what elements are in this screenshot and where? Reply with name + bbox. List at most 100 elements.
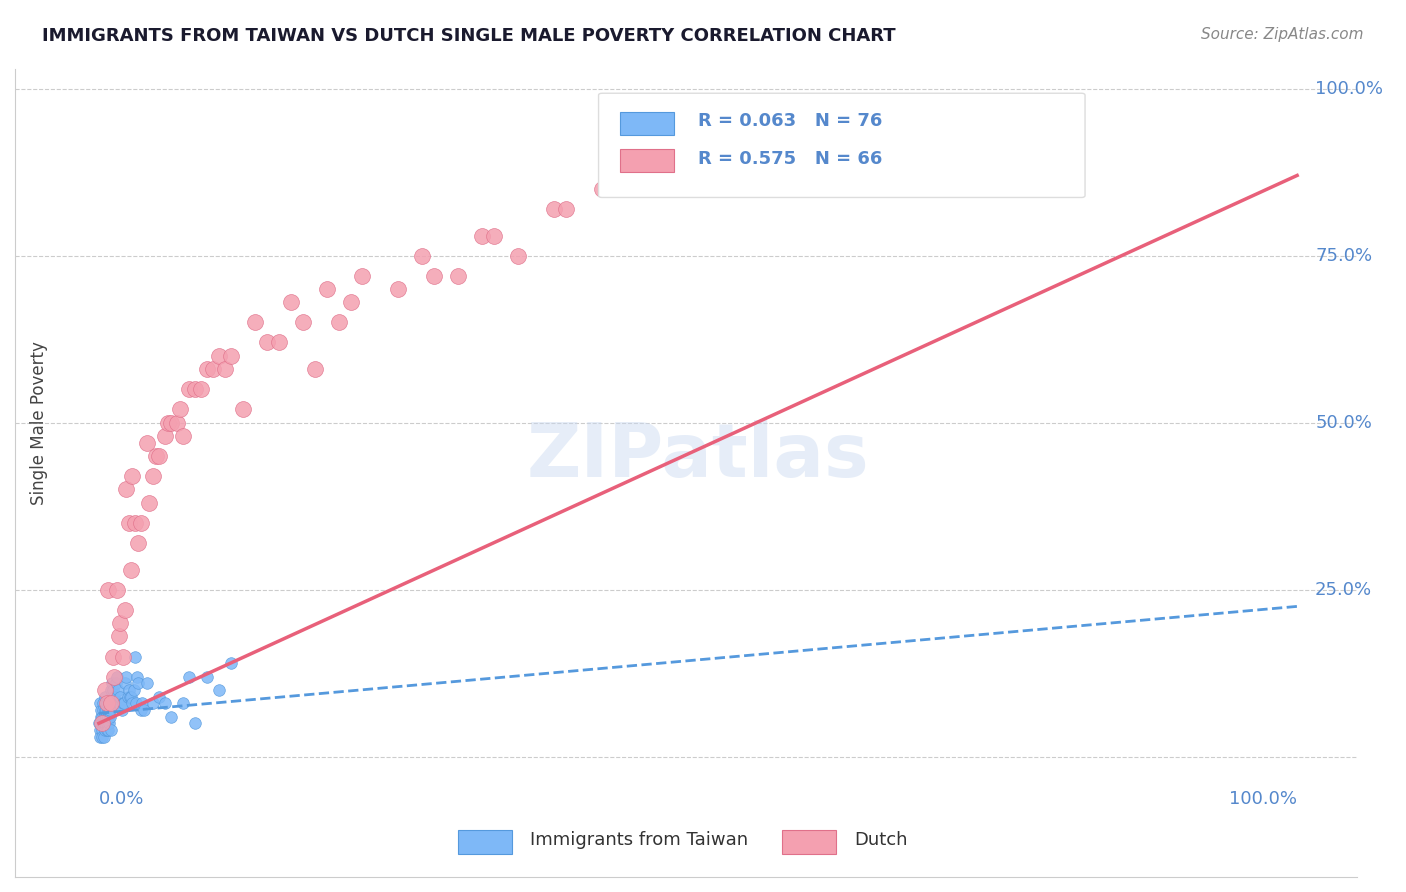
Point	[166, 416, 188, 430]
Point	[124, 516, 146, 530]
Point	[115, 483, 138, 497]
Point	[118, 516, 141, 530]
Point	[98, 709, 121, 723]
Point	[214, 362, 236, 376]
Point	[108, 696, 131, 710]
Point	[208, 349, 231, 363]
Point	[142, 696, 165, 710]
Text: Source: ZipAtlas.com: Source: ZipAtlas.com	[1201, 27, 1364, 42]
Point	[93, 730, 115, 744]
Point	[94, 690, 117, 704]
Point	[411, 249, 433, 263]
Bar	[458, 830, 512, 854]
Point	[129, 703, 152, 717]
Point	[172, 696, 194, 710]
Point	[93, 703, 115, 717]
Point	[94, 716, 117, 731]
Point	[91, 716, 114, 731]
Point	[118, 682, 141, 697]
Point	[91, 716, 114, 731]
Point	[153, 696, 176, 710]
Point	[97, 723, 120, 737]
Point	[97, 582, 120, 597]
Point	[219, 349, 242, 363]
Point	[108, 630, 131, 644]
Point	[177, 669, 200, 683]
Point	[90, 716, 112, 731]
Text: 25.0%: 25.0%	[1315, 581, 1372, 599]
Point	[118, 690, 141, 704]
Point	[94, 723, 117, 737]
Point	[110, 616, 132, 631]
Point	[807, 148, 830, 162]
Point	[129, 516, 152, 530]
Point	[135, 676, 157, 690]
Text: 100.0%: 100.0%	[1315, 79, 1384, 97]
Point	[111, 649, 134, 664]
Point	[190, 382, 212, 396]
Text: R = 0.575   N = 66: R = 0.575 N = 66	[697, 150, 883, 168]
Text: 50.0%: 50.0%	[1315, 414, 1372, 432]
Point	[91, 703, 114, 717]
Point	[256, 335, 278, 350]
Point	[138, 496, 160, 510]
Point	[90, 703, 112, 717]
Point	[315, 282, 337, 296]
Point	[98, 696, 121, 710]
Point	[447, 268, 470, 283]
Point	[280, 295, 302, 310]
Bar	[620, 149, 673, 172]
Point	[94, 682, 117, 697]
Point	[423, 268, 446, 283]
Point	[93, 709, 115, 723]
Point	[105, 669, 128, 683]
Point	[201, 362, 224, 376]
Point	[184, 716, 207, 731]
Point	[100, 696, 122, 710]
Point	[94, 703, 117, 717]
Point	[127, 676, 149, 690]
Point	[96, 696, 118, 710]
Point	[169, 402, 191, 417]
Point	[208, 682, 231, 697]
Point	[184, 382, 207, 396]
Text: IMMIGRANTS FROM TAIWAN VS DUTCH SINGLE MALE POVERTY CORRELATION CHART: IMMIGRANTS FROM TAIWAN VS DUTCH SINGLE M…	[42, 27, 896, 45]
Point	[93, 716, 115, 731]
Point	[142, 469, 165, 483]
Point	[267, 335, 290, 350]
Point	[159, 416, 181, 430]
Point	[387, 282, 409, 296]
Point	[148, 690, 170, 704]
Text: 75.0%: 75.0%	[1315, 246, 1372, 265]
Text: ZIPatlas: ZIPatlas	[527, 419, 869, 492]
Point	[121, 469, 143, 483]
Point	[112, 696, 135, 710]
Point	[120, 563, 142, 577]
Point	[117, 690, 139, 704]
Point	[121, 696, 143, 710]
Point	[94, 696, 117, 710]
Point	[195, 669, 218, 683]
Point	[987, 148, 1010, 162]
Point	[91, 696, 114, 710]
Point	[747, 161, 769, 176]
Point	[101, 676, 124, 690]
Point	[90, 709, 112, 723]
FancyBboxPatch shape	[599, 94, 1085, 197]
Point	[98, 703, 121, 717]
Point	[114, 603, 136, 617]
Point	[508, 249, 530, 263]
Point	[157, 416, 180, 430]
Point	[484, 228, 506, 243]
Point	[120, 690, 142, 704]
Point	[219, 656, 242, 670]
Point	[111, 703, 134, 717]
Point	[471, 228, 494, 243]
Point	[89, 730, 111, 744]
Point	[115, 669, 138, 683]
Point	[103, 649, 125, 664]
Point	[93, 716, 115, 731]
Point	[177, 382, 200, 396]
Point	[89, 723, 111, 737]
Bar	[782, 830, 835, 854]
